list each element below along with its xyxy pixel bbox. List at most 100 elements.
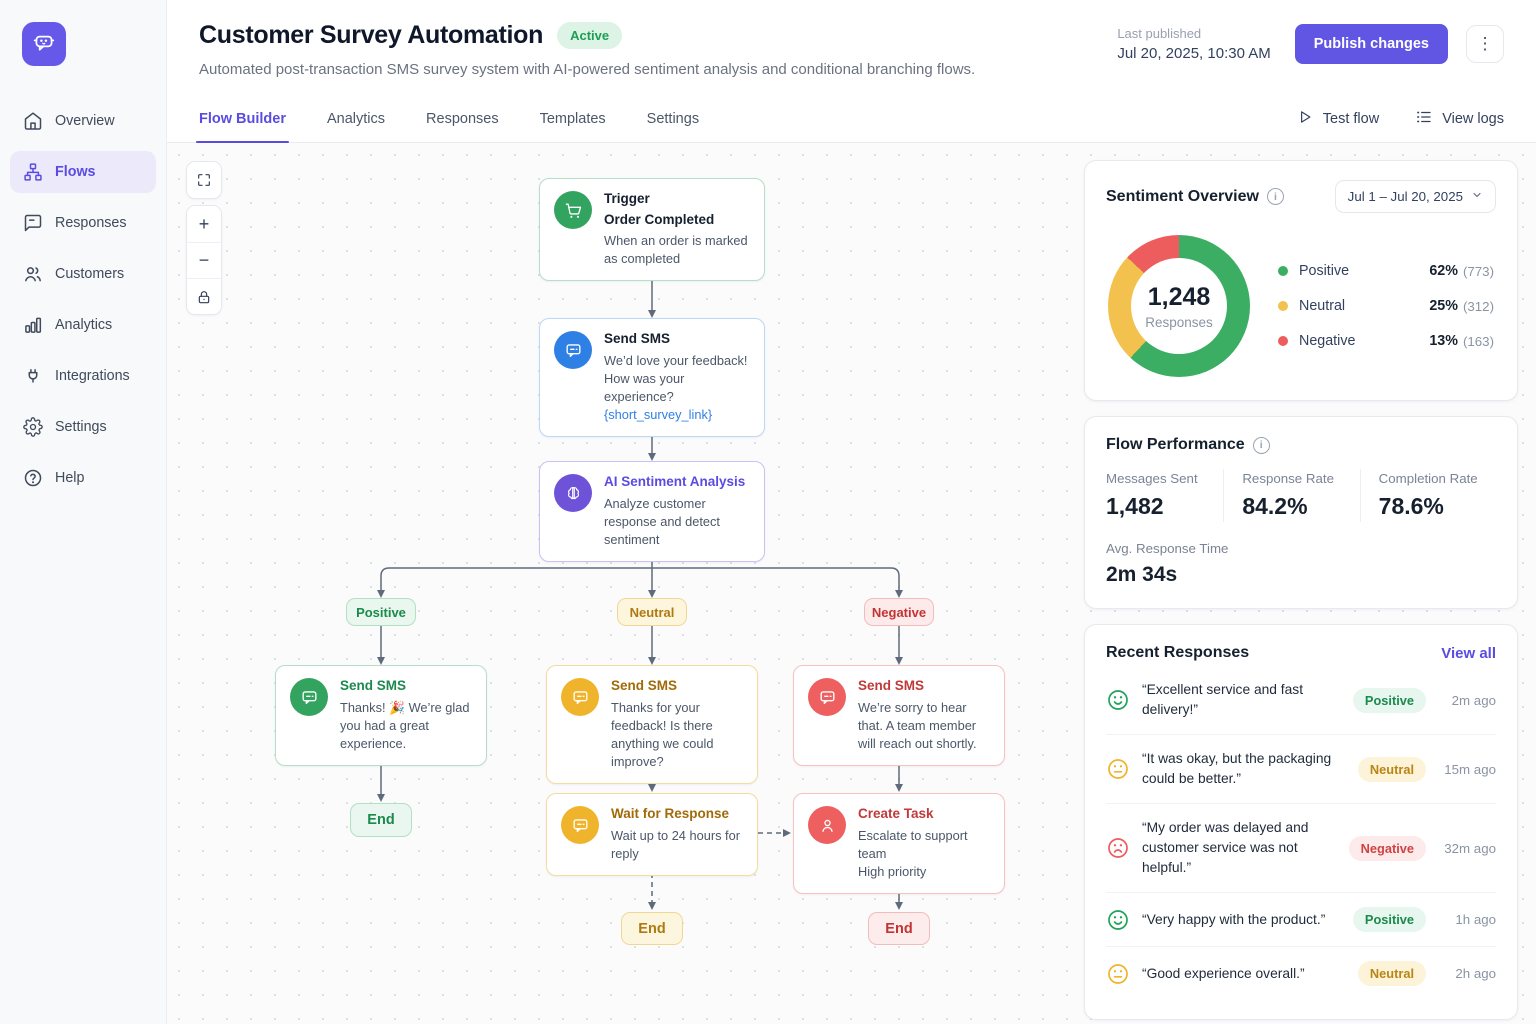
info-icon[interactable]: i: [1252, 436, 1270, 454]
legend-row: Neutral 25% (312): [1278, 298, 1494, 314]
sidebar-item-overview[interactable]: Overview: [10, 100, 156, 142]
tab-bar: Flow Builder Analytics Responses Templat…: [167, 96, 1536, 143]
tab-settings[interactable]: Settings: [646, 111, 700, 127]
legend-count: (773): [1462, 263, 1494, 279]
tab-responses[interactable]: Responses: [426, 111, 499, 127]
brain-icon: [554, 474, 592, 512]
play-icon: [1296, 108, 1314, 130]
test-flow-label: Test flow: [1322, 111, 1380, 127]
page-subtitle: Automated post-transaction SMS survey sy…: [199, 61, 976, 78]
flow-canvas[interactable]: + − Trigger Order Completed When an orde…: [167, 143, 1536, 1024]
chevron-down-icon: [1471, 189, 1483, 204]
sidebar-nav: Overview Flows Responses Customers: [0, 100, 166, 523]
sidebar-item-analytics[interactable]: Analytics: [10, 304, 156, 346]
legend-pct: 13%: [1429, 333, 1458, 349]
message-icon: [23, 213, 43, 233]
last-published-value: Jul 20, 2025, 10:30 AM: [1117, 45, 1271, 62]
tab-flow-builder[interactable]: Flow Builder: [196, 96, 289, 143]
response-sentiment-badge: Positive: [1352, 687, 1426, 713]
metric-avg-response-time: Avg. Response Time 2m 34s: [1106, 539, 1496, 589]
sidebar-item-label: Integrations: [55, 368, 130, 384]
node-neutral-sms[interactable]: Send SMS Thanks for your feedback! Is th…: [546, 665, 758, 784]
node-trigger[interactable]: Trigger Order Completed When an order is…: [539, 178, 765, 281]
sentiment-legend: Positive 62% (773) Neutral 25% (312): [1278, 244, 1494, 368]
node-message: We’re sorry to hear that. A team member …: [858, 700, 977, 751]
node-title: Send SMS: [611, 678, 678, 693]
sidebar-item-help[interactable]: Help: [10, 457, 156, 499]
sad-face-icon: [1106, 836, 1130, 860]
end-node-negative[interactable]: End: [868, 912, 930, 945]
sidebar-item-settings[interactable]: Settings: [10, 406, 156, 448]
publish-changes-button[interactable]: Publish changes: [1294, 24, 1448, 64]
response-list-item: “My order was delayed and customer servi…: [1106, 804, 1496, 893]
view-all-link[interactable]: View all: [1441, 644, 1496, 662]
node-title: Send SMS: [604, 331, 671, 346]
legend-pct: 25%: [1429, 298, 1458, 314]
sidebar-item-flows[interactable]: Flows: [10, 151, 156, 193]
page-title: Customer Survey Automation: [199, 21, 544, 49]
end-node-positive[interactable]: End: [350, 803, 412, 837]
more-options-button[interactable]: ⋮: [1466, 25, 1504, 63]
sms-icon: [561, 678, 599, 716]
node-positive-sms[interactable]: Send SMS Thanks! 🎉 We’re glad you had a …: [275, 665, 487, 766]
neutral-face-icon: [1106, 962, 1130, 986]
node-wait-for-response[interactable]: Wait for Response Wait up to 24 hours fo…: [546, 793, 758, 876]
response-list-item: “Excellent service and fast delivery!” P…: [1106, 666, 1496, 735]
metric-value: 78.6%: [1378, 493, 1444, 519]
home-icon: [23, 111, 43, 131]
sidebar-item-responses[interactable]: Responses: [10, 202, 156, 244]
metric-messages-sent: Messages Sent 1,482: [1106, 469, 1223, 522]
response-time: 2h ago: [1455, 966, 1496, 981]
legend-dot: [1278, 266, 1288, 276]
response-text: “It was okay, but the packaging could be…: [1142, 751, 1332, 786]
happy-face-icon: [1106, 908, 1130, 932]
fullscreen-button[interactable]: [187, 162, 221, 198]
info-icon[interactable]: i: [1266, 188, 1284, 205]
flow-sitemap-icon: [23, 162, 43, 182]
view-logs-button[interactable]: View logs: [1415, 96, 1504, 142]
sms-icon: [808, 678, 846, 716]
node-create-task[interactable]: Create Task Escalate to support team Hig…: [793, 793, 1005, 894]
branch-label-positive[interactable]: Positive: [346, 598, 416, 626]
node-description: Escalate to support team: [858, 828, 968, 861]
response-sentiment-badge: Neutral: [1357, 756, 1426, 782]
sidebar-item-label: Overview: [55, 113, 115, 129]
sidebar-item-label: Responses: [55, 215, 127, 231]
branch-label-neutral[interactable]: Neutral: [617, 598, 687, 626]
sidebar-item-label: Flows: [55, 164, 96, 180]
node-ai-sentiment[interactable]: AI Sentiment Analysis Analyze customer r…: [539, 461, 765, 562]
legend-dot: [1278, 336, 1288, 346]
metric-value: 2m 34s: [1106, 563, 1178, 586]
test-flow-button[interactable]: Test flow: [1296, 96, 1379, 142]
gear-icon: [23, 417, 43, 437]
sidebar-item-integrations[interactable]: Integrations: [10, 355, 156, 397]
response-time: 1h ago: [1455, 912, 1496, 927]
sidebar-item-label: Help: [55, 470, 85, 486]
sms-icon: [554, 331, 592, 369]
node-description: High priority: [858, 864, 927, 879]
metric-label: Messages Sent: [1106, 471, 1198, 486]
app-logo[interactable]: [22, 22, 66, 66]
neutral-face-icon: [1106, 757, 1130, 781]
tab-analytics[interactable]: Analytics: [327, 111, 386, 127]
node-send-sms[interactable]: Send SMS We’d love your feedback! How wa…: [539, 318, 765, 437]
end-node-neutral[interactable]: End: [621, 912, 683, 945]
sms-icon: [561, 806, 599, 844]
sidebar-item-customers[interactable]: Customers: [10, 253, 156, 295]
branch-label-negative[interactable]: Negative: [864, 598, 934, 626]
list-icon: [1415, 108, 1433, 130]
node-negative-sms[interactable]: Send SMS We’re sorry to hear that. A tea…: [793, 665, 1005, 766]
response-list-item: “It was okay, but the packaging could be…: [1106, 735, 1496, 804]
metric-value: 1,482: [1106, 493, 1164, 519]
tab-templates[interactable]: Templates: [539, 111, 606, 127]
lock-button[interactable]: [187, 278, 221, 314]
response-text: “Very happy with the product.”: [1142, 911, 1326, 927]
response-time: 2m ago: [1451, 692, 1496, 708]
zoom-out-button[interactable]: −: [187, 242, 221, 278]
help-circle-icon: [23, 468, 43, 488]
node-title: Create Task: [858, 806, 934, 821]
date-range-dropdown[interactable]: Jul 1 – Jul 20, 2025: [1334, 180, 1496, 213]
zoom-in-button[interactable]: +: [187, 206, 221, 242]
node-title: AI Sentiment Analysis: [604, 474, 746, 489]
node-description: Wait up to 24 hours for reply: [611, 828, 740, 861]
